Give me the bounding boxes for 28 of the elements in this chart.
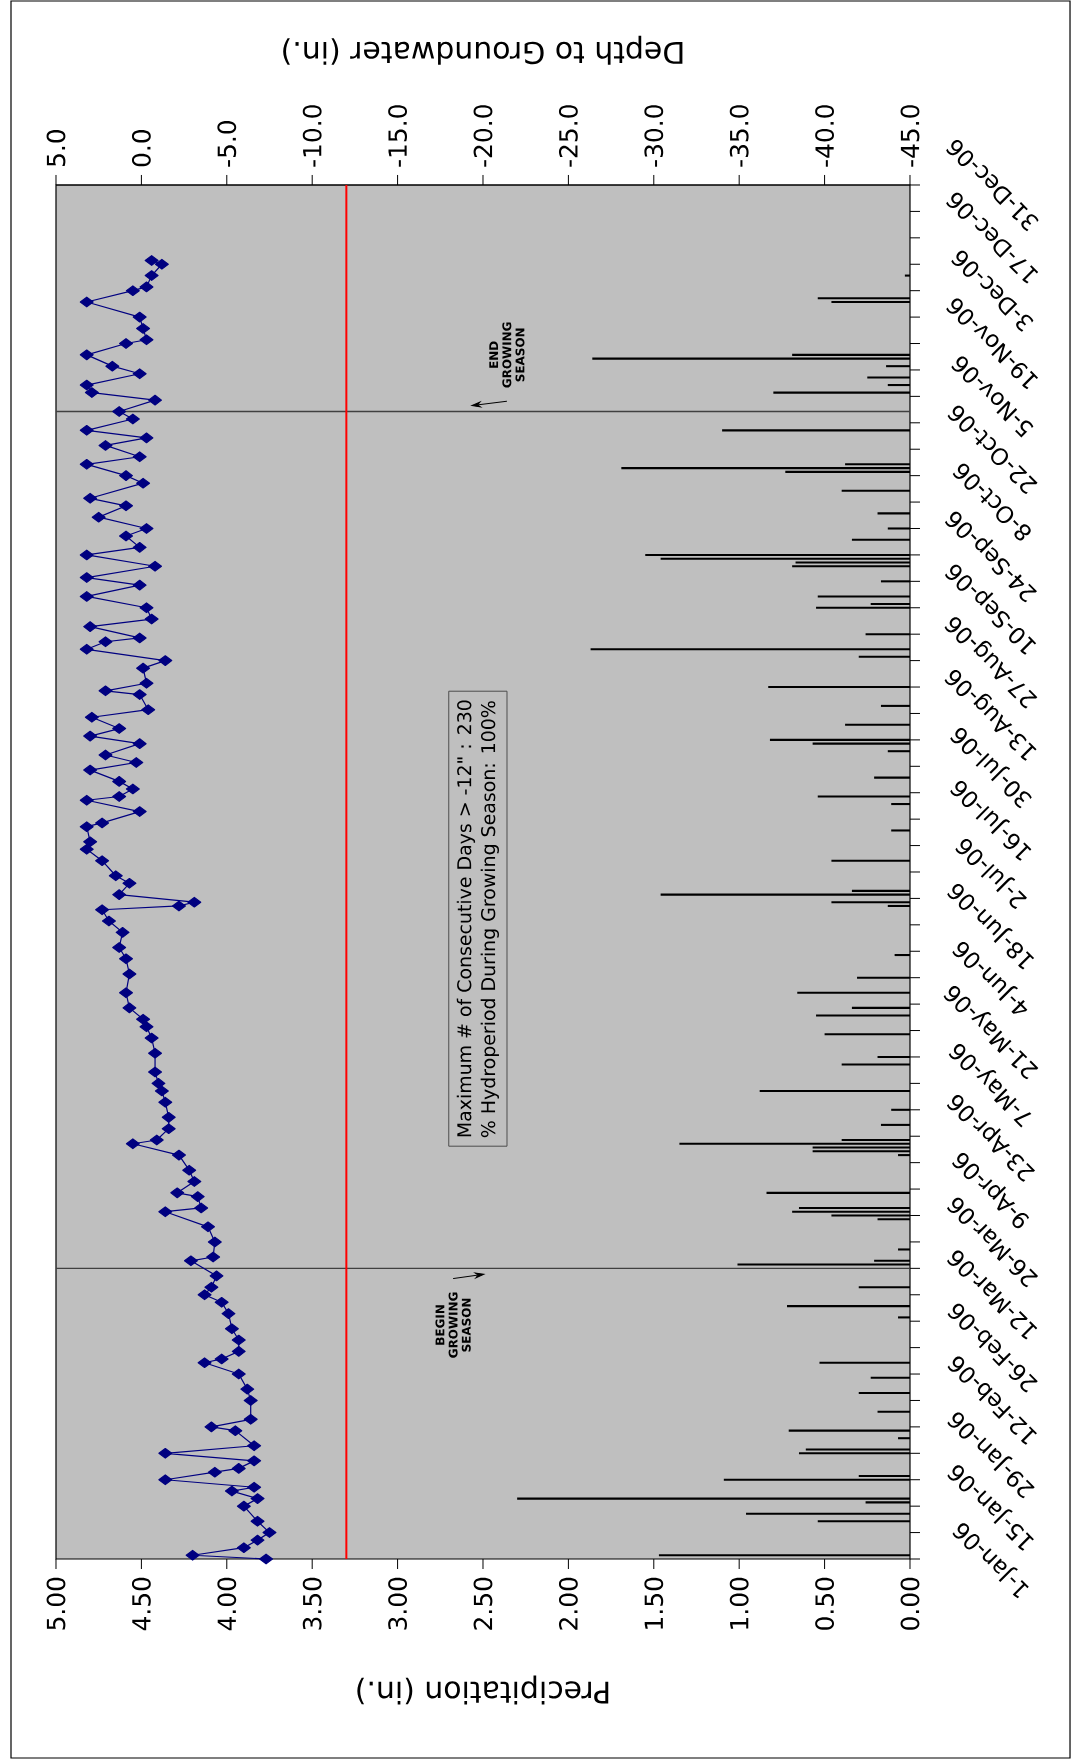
x-tick-label: 0.50 xyxy=(815,1577,834,1630)
x2-tick-label: 5.0 xyxy=(46,129,66,167)
x2-tick-label: -5.0 xyxy=(217,121,237,167)
x2-tick-label: -15.0 xyxy=(388,105,407,167)
annotation: Maximum # of Consecutive Days > -12" : 230 xyxy=(456,700,476,1137)
x2-tick-label: -20.0 xyxy=(473,105,493,167)
x2-axis-title: Depth to Groundwater (in.) xyxy=(283,35,683,65)
x2-tick-label: -45.0 xyxy=(900,105,920,167)
x-tick-label: 0.00 xyxy=(900,1577,920,1630)
x2-tick-label: -25.0 xyxy=(558,105,578,167)
x2-tick-label: -10.0 xyxy=(302,105,322,167)
x-tick-label: 1.50 xyxy=(644,1577,664,1629)
x2-tick-label: 0.0 xyxy=(131,129,151,167)
x-tick-label: 5.00 xyxy=(46,1577,66,1630)
x2-tick-label: -40.0 xyxy=(815,105,834,167)
x-tick-label: 2.00 xyxy=(558,1577,578,1630)
annotation: % Hydroperiod During Growing Season: 100% xyxy=(480,701,499,1138)
x-tick-label: 1.00 xyxy=(729,1577,749,1629)
x2-tick-label: -30.0 xyxy=(644,105,664,167)
x-tick-label: 2.50 xyxy=(473,1577,493,1630)
ref-line-label: END GROWING SEASON xyxy=(489,322,525,388)
ref-line-label: BEGIN GROWING SEASON xyxy=(435,1292,471,1358)
x-tick-label: 3.50 xyxy=(302,1577,322,1630)
x-tick-label: 4.00 xyxy=(217,1577,237,1631)
x-axis-title: Precipitation (in.) xyxy=(357,1675,609,1705)
x2-tick-label: -35.0 xyxy=(729,105,749,167)
x-tick-label: 3.00 xyxy=(388,1577,407,1630)
x-tick-label: 4.50 xyxy=(131,1577,151,1631)
